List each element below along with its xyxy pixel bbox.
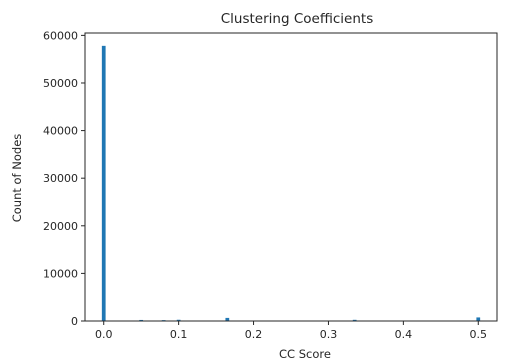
- y-axis-ticks: 0 10000 20000 30000 40000 50000 60000: [43, 29, 85, 328]
- x-tick-label-4: 0.4: [395, 328, 413, 341]
- histogram-bar-4: [225, 317, 230, 321]
- x-tick-label-5: 0.5: [470, 328, 488, 341]
- y-tick-label-4: 40000: [43, 125, 78, 138]
- x-tick-label-3: 0.3: [320, 328, 338, 341]
- x-tick-label-2: 0.2: [245, 328, 263, 341]
- x-axis-label: CC Score: [279, 347, 331, 361]
- histogram-bar-3: [176, 319, 181, 321]
- x-tick-label-0: 0.0: [95, 328, 113, 341]
- y-tick-label-0: 0: [71, 315, 78, 328]
- chart-title: Clustering Coefficients: [221, 11, 374, 27]
- bars-group: [101, 45, 481, 321]
- histogram-bar-6: [476, 317, 481, 321]
- histogram-bar-0: [101, 45, 106, 321]
- y-tick-label-3: 30000: [43, 172, 78, 185]
- y-tick-label-5: 50000: [43, 77, 78, 90]
- plot-frame: [84, 32, 498, 322]
- y-tick-label-2: 20000: [43, 220, 78, 233]
- histogram-bar-1: [139, 319, 144, 321]
- y-axis-label: Count of Nodes: [10, 134, 24, 223]
- y-tick-label-1: 10000: [43, 267, 78, 280]
- x-axis-ticks: 0.0 0.1 0.2 0.3 0.4 0.5: [95, 321, 487, 341]
- y-tick-label-6: 60000: [43, 29, 78, 42]
- x-tick-label-1: 0.1: [170, 328, 188, 341]
- histogram-bar-5: [352, 319, 357, 321]
